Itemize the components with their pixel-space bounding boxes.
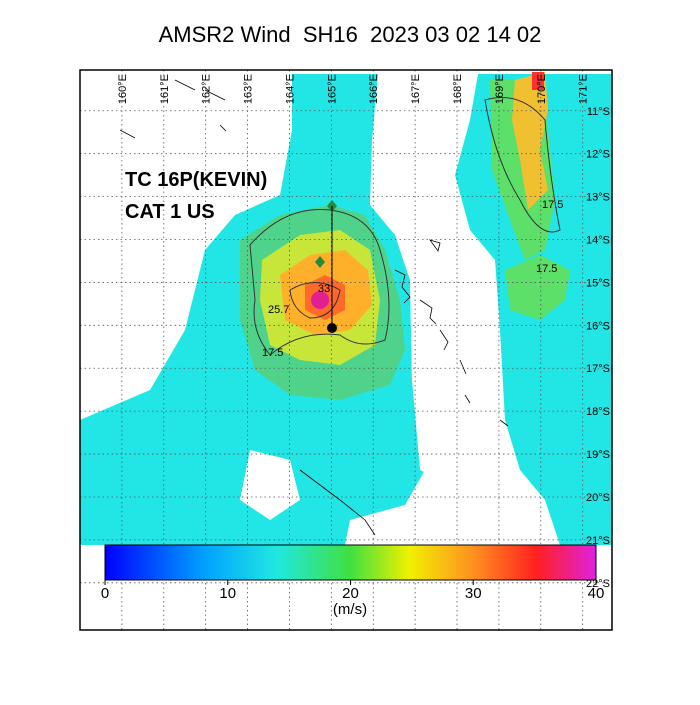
lat-label: 20°S <box>586 492 610 504</box>
storm-name: TC 16P(KEVIN) <box>125 169 267 191</box>
lon-label: 160°E <box>117 74 129 104</box>
map-frame <box>79 69 613 631</box>
wind-area <box>532 72 544 90</box>
contour <box>249 208 390 356</box>
colorbar-tick-label: 10 <box>219 585 236 602</box>
no-data <box>240 450 300 520</box>
colorbar-tick-label: 20 <box>342 585 359 602</box>
lon-label: 169°E <box>494 74 506 104</box>
lat-label: 15°S <box>586 277 610 289</box>
coastlines <box>119 79 509 536</box>
lat-label: 19°S <box>586 449 610 461</box>
colorbar-label: (m/s) <box>333 601 367 618</box>
lat-label: 18°S <box>586 406 610 418</box>
colorbar-tick-label: 40 <box>588 585 605 602</box>
lon-label: 170°E <box>536 74 548 104</box>
contour-label: 17.5 <box>262 347 283 359</box>
lon-label: 171°E <box>578 74 590 104</box>
lon-label: 165°E <box>326 74 338 104</box>
lon-label: 166°E <box>368 74 380 104</box>
wind-core <box>311 291 329 309</box>
colorbar-tick-label: 0 <box>101 585 109 602</box>
contour <box>289 282 341 319</box>
contour-label: 33 <box>318 283 330 295</box>
coastline <box>119 79 509 536</box>
contour-label: 17.5 <box>536 263 557 275</box>
lat-label: 13°S <box>586 192 610 204</box>
storm-category: CAT 1 US <box>125 201 215 223</box>
lat-label: 11°S <box>587 106 610 118</box>
colorbar-ticks: 0 10 20 30 40 <box>101 580 605 602</box>
lon-label: 162°E <box>201 74 213 104</box>
wind-field <box>80 70 612 545</box>
title: AMSR2 Wind SH16 2023 03 02 14 02 <box>159 22 542 47</box>
contours <box>249 97 561 356</box>
lat-label: 16°S <box>586 320 610 332</box>
contour <box>484 97 561 233</box>
lon-label: 167°E <box>410 74 422 104</box>
wind-area <box>512 72 548 210</box>
wind-area <box>505 255 570 320</box>
lon-label: 164°E <box>284 74 296 104</box>
lat-label: 14°S <box>586 235 610 247</box>
lon-label: 168°E <box>452 74 464 104</box>
lat-label: 17°S <box>586 363 610 375</box>
lon-label: 161°E <box>159 74 171 104</box>
colorbar <box>104 544 597 581</box>
contour-label: 25.7 <box>268 304 289 316</box>
no-data <box>395 220 480 480</box>
lat-label: 22°S <box>586 578 610 590</box>
track-marker <box>315 256 325 268</box>
no-data <box>80 70 270 400</box>
storm-center <box>327 323 337 333</box>
colorbar-tick-label: 30 <box>465 585 482 602</box>
lon-label: 163°E <box>243 74 255 104</box>
contour-label: 17.5 <box>542 199 563 211</box>
graticule <box>80 70 612 630</box>
lat-label: 12°S <box>586 149 610 161</box>
lat-label: 21°S <box>586 535 610 547</box>
